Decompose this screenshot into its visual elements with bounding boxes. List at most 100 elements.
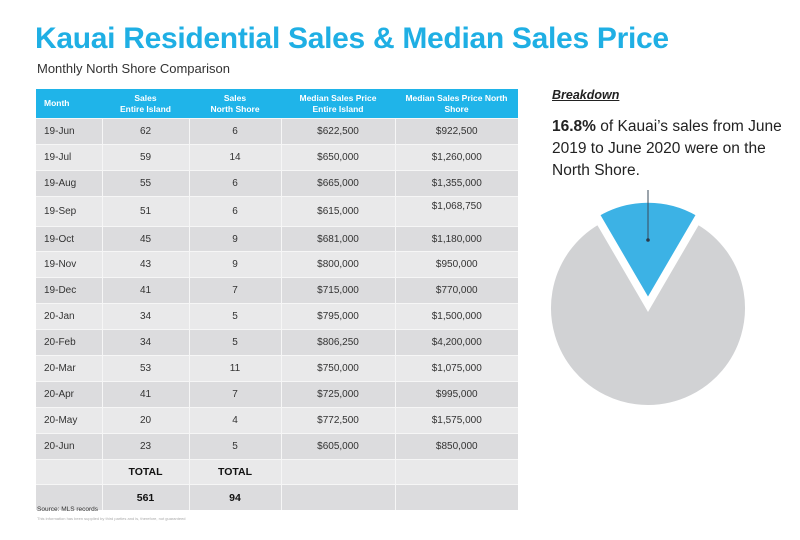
cell-median-north-shore: $770,000 — [394, 277, 518, 304]
cell-median-entire-island: $665,000 — [280, 169, 395, 197]
cell-month: 20-Feb — [36, 329, 102, 356]
table-row: 20-Jun 23 5 $605,000 $850,000 — [36, 432, 518, 460]
cell-month: 19-Jun — [36, 118, 102, 145]
cell-sales-north-shore: 94 — [188, 484, 281, 511]
cell-sales-entire-island: 41 — [101, 277, 189, 304]
sales-table: Month Sales Entire Island Sales North Shor… — [36, 89, 518, 511]
table-row: 20-May 20 4 $772,500 $1,575,000 — [36, 406, 518, 434]
column-header-median-north-shore: Median Sales Price North Shore — [395, 89, 518, 119]
page-subtitle: Monthly North Shore Comparison — [37, 61, 230, 76]
cell-sales-north-shore: 6 — [188, 195, 281, 227]
cell-sales-entire-island: 34 — [101, 303, 189, 330]
cell-median-north-shore: $1,500,000 — [394, 303, 518, 330]
table-row: 20-Apr 41 7 $725,000 $995,000 — [36, 380, 518, 408]
cell-median-north-shore: $950,000 — [394, 251, 518, 278]
cell-median-entire-island: $715,000 — [280, 277, 395, 304]
cell-sales-north-shore: 5 — [188, 329, 281, 356]
total-label-row: TOTAL TOTAL — [36, 458, 518, 485]
column-header-sales-north-shore: Sales North Shore — [189, 89, 281, 119]
column-header-month: Month — [36, 89, 102, 119]
disclaimer-note: This information has been supplied by th… — [37, 516, 186, 521]
cell-median-north-shore: $995,000 — [394, 380, 518, 408]
cell-median-entire-island: $622,500 — [280, 118, 395, 145]
cell-sales-north-shore: TOTAL — [188, 458, 281, 485]
cell-sales-north-shore: 7 — [188, 380, 281, 408]
cell-sales-entire-island: 41 — [101, 380, 189, 408]
cell-sales-north-shore: 14 — [188, 143, 281, 171]
cell-sales-entire-island: 59 — [101, 143, 189, 171]
cell-median-entire-island: $795,000 — [280, 303, 395, 330]
cell-median-north-shore: $922,500 — [394, 118, 518, 145]
total-value-row: 561 94 — [36, 484, 518, 511]
breakdown-body: of Kauai’s sales from June 2019 to June … — [552, 118, 782, 179]
cell-median-north-shore: $1,075,000 — [394, 355, 518, 382]
table-row: 20-Feb 34 5 $806,250 $4,200,000 — [36, 329, 518, 356]
cell-median-north-shore: $850,000 — [394, 432, 518, 460]
breakdown-highlight: 16.8% — [552, 118, 596, 135]
cell-median-entire-island: $605,000 — [280, 432, 395, 460]
table-row: 19-Jul 59 14 $650,000 $1,260,000 — [36, 143, 518, 171]
breakdown-text: 16.8% of Kauai’s sales from June 2019 to… — [552, 116, 792, 182]
cell-sales-entire-island: 34 — [101, 329, 189, 356]
cell-sales-north-shore: 5 — [188, 432, 281, 460]
cell-sales-entire-island: 55 — [101, 169, 189, 197]
table-row: 19-Nov 43 9 $800,000 $950,000 — [36, 251, 518, 278]
cell-sales-north-shore: 4 — [188, 406, 281, 434]
cell-median-entire-island — [280, 484, 395, 511]
cell-sales-north-shore: 5 — [188, 303, 281, 330]
cell-sales-entire-island: 53 — [101, 355, 189, 382]
cell-sales-entire-island: 561 — [101, 484, 189, 511]
cell-month: 20-May — [36, 406, 102, 434]
cell-median-north-shore: $1,355,000 — [394, 169, 518, 197]
table-row: 20-Jan 34 5 $795,000 $1,500,000 — [36, 303, 518, 330]
cell-median-entire-island: $725,000 — [280, 380, 395, 408]
cell-sales-north-shore: 9 — [188, 225, 281, 252]
cell-median-north-shore — [394, 458, 518, 485]
cell-median-entire-island: $650,000 — [280, 143, 395, 171]
cell-sales-entire-island: 43 — [101, 251, 189, 278]
cell-sales-north-shore: 11 — [188, 355, 281, 382]
table-row: 19-Aug 55 6 $665,000 $1,355,000 — [36, 169, 518, 197]
cell-month: 19-Aug — [36, 169, 102, 197]
cell-month: 19-Dec — [36, 277, 102, 304]
cell-median-entire-island: $750,000 — [280, 355, 395, 382]
cell-sales-north-shore: 9 — [188, 251, 281, 278]
table-row: 19-Oct 45 9 $681,000 $1,180,000 — [36, 225, 518, 252]
cell-median-entire-island: $681,000 — [280, 225, 395, 252]
column-header-median-entire-island: Median Sales Price Entire Island — [281, 89, 395, 119]
cell-median-north-shore: $4,200,000 — [394, 329, 518, 356]
cell-month: 20-Jun — [36, 432, 102, 460]
cell-month: 19-Nov — [36, 251, 102, 278]
pie-pointer-dot — [646, 238, 650, 242]
page-title: Kauai Residential Sales & Median Sales P… — [35, 22, 669, 55]
cell-median-north-shore: $1,068,750 — [394, 195, 518, 227]
cell-month — [36, 484, 102, 511]
cell-sales-entire-island: 45 — [101, 225, 189, 252]
cell-median-entire-island: $806,250 — [280, 329, 395, 356]
cell-month: 19-Sep — [36, 195, 102, 227]
cell-median-north-shore: $1,180,000 — [394, 225, 518, 252]
cell-sales-entire-island: 23 — [101, 432, 189, 460]
cell-month: 20-Mar — [36, 355, 102, 382]
cell-median-north-shore: $1,575,000 — [394, 406, 518, 434]
cell-sales-entire-island: 20 — [101, 406, 189, 434]
column-header-sales-entire-island: Sales Entire Island — [102, 89, 189, 119]
cell-sales-north-shore: 6 — [188, 169, 281, 197]
table-row: 19-Jun 62 6 $622,500 $922,500 — [36, 118, 518, 145]
cell-month: 20-Jan — [36, 303, 102, 330]
cell-median-north-shore — [394, 484, 518, 511]
table-row: 19-Sep 51 6 $615,000 $1,068,750 — [36, 195, 518, 227]
cell-median-entire-island: $772,500 — [280, 406, 395, 434]
breakdown-heading: Breakdown — [552, 88, 620, 102]
cell-sales-entire-island: TOTAL — [101, 458, 189, 485]
cell-month: 20-Apr — [36, 380, 102, 408]
pie-slice-rest-of-kauai — [547, 219, 749, 409]
cell-sales-entire-island: 62 — [101, 118, 189, 145]
cell-median-entire-island: $615,000 — [280, 195, 395, 227]
cell-sales-entire-island: 51 — [101, 195, 189, 227]
cell-month — [36, 458, 102, 485]
cell-sales-north-shore: 6 — [188, 118, 281, 145]
cell-sales-north-shore: 7 — [188, 277, 281, 304]
cell-median-entire-island: $800,000 — [280, 251, 395, 278]
cell-month: 19-Oct — [36, 225, 102, 252]
